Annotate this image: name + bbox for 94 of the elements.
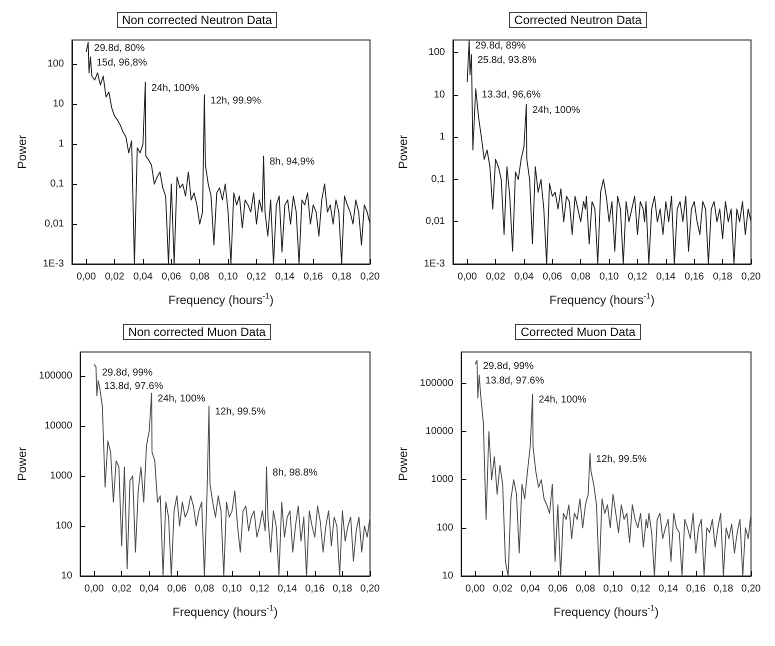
x-tick-label: 0,06 <box>548 584 568 594</box>
x-tick-label: 0,12 <box>630 584 651 594</box>
annotation: 24h, 100% <box>532 104 580 116</box>
x-tick-label: 0,20 <box>741 272 762 282</box>
x-tick-label: 0,00 <box>457 272 478 282</box>
chart-title: Non corrected Muon Data <box>128 325 266 339</box>
x-tick-label: 0,02 <box>112 584 132 594</box>
y-axis-title: Power <box>396 446 410 482</box>
y-axis-title: Power <box>15 446 29 482</box>
y-tick-label: 0,01 <box>426 216 446 228</box>
y-axis-title: Power <box>396 134 410 170</box>
x-tick-label: 0,06 <box>542 272 562 282</box>
annotation: 12h, 99.9% <box>210 95 262 106</box>
y-tick-label: 10 <box>61 570 73 582</box>
x-tick-label: 0,02 <box>104 272 125 282</box>
x-tick-label: 0,04 <box>133 272 154 282</box>
line-series <box>474 360 752 576</box>
y-tick-label: 1E-3 <box>424 258 446 270</box>
annotation: 15d, 96,8% <box>96 58 148 69</box>
y-tick-label: 1E-3 <box>42 258 64 270</box>
y-tick-label: 1 <box>439 132 446 143</box>
x-tick-label: 0,12 <box>246 272 267 282</box>
x-tick-label: 0,02 <box>486 272 506 282</box>
x-tick-label: 0,16 <box>305 584 325 594</box>
annotation: 13.3d, 96,6% <box>482 89 541 100</box>
x-tick-label: 0,10 <box>222 584 242 594</box>
y-tick-label: 100 <box>428 47 446 58</box>
x-tick-label: 0,14 <box>277 584 298 594</box>
annotation: 25.8d, 93.8% <box>477 55 536 66</box>
annotation: 12h, 99.5% <box>214 406 266 418</box>
x-tick-label: 0,20 <box>360 584 380 594</box>
x-tick-label: 0,14 <box>658 584 678 594</box>
x-tick-label: 0,00 <box>465 584 486 594</box>
y-tick-label: 1000 <box>50 470 73 482</box>
x-tick-label: 0,00 <box>76 272 96 282</box>
x-tick-label: 0,14 <box>656 272 676 282</box>
x-tick-label: 0,10 <box>599 272 620 282</box>
y-tick-label: 10000 <box>425 426 454 438</box>
y-tick-label: 10 <box>442 570 454 582</box>
y-tick-label: 10000 <box>44 420 73 432</box>
x-tick-label: 0,02 <box>492 584 513 594</box>
y-tick-label: 100 <box>47 58 64 70</box>
x-tick-label: 0,10 <box>603 584 624 594</box>
line-series <box>94 364 370 576</box>
annotation: 29.8d, 99% <box>482 360 534 372</box>
x-tick-label: 0,04 <box>520 584 540 594</box>
y-tick-label: 100000 <box>420 378 454 389</box>
x-tick-label: 0,20 <box>360 272 380 282</box>
x-tick-label: 0,08 <box>190 272 210 282</box>
x-tick-label: 0,14 <box>275 272 296 282</box>
annotation: 29.8d, 89% <box>475 40 526 52</box>
x-tick-label: 0,00 <box>84 584 104 594</box>
annotation: 29.8d, 99% <box>102 368 153 379</box>
y-tick-label: 0,1 <box>50 178 64 190</box>
y-tick-label: 0,01 <box>44 218 64 230</box>
x-tick-label: 0,08 <box>576 584 596 594</box>
chart-title: Corrected Neutron Data <box>514 13 642 27</box>
y-tick-label: 1000 <box>431 474 454 486</box>
x-tick-label: 0,18 <box>712 272 733 282</box>
chart-title: Corrected Muon Data <box>520 325 636 339</box>
y-tick-label: 10 <box>52 98 64 110</box>
x-tick-label: 0,04 <box>140 584 160 594</box>
y-tick-label: 100000 <box>38 370 73 382</box>
x-tick-label: 0,08 <box>194 584 215 594</box>
annotation: 8h, 94,9% <box>270 156 315 168</box>
x-tick-label: 0,18 <box>332 272 352 282</box>
x-tick-label: 0,04 <box>514 272 534 282</box>
annotation: 13.8d, 97.6% <box>104 381 164 392</box>
x-tick-label: 0,16 <box>684 272 704 282</box>
annotation: 8h, 98.8% <box>272 468 318 479</box>
x-tick-label: 0,16 <box>304 272 324 282</box>
x-tick-label: 0,16 <box>686 584 706 594</box>
y-tick-label: 0,1 <box>431 174 446 185</box>
annotation: 24h, 100% <box>538 394 587 406</box>
x-tick-label: 0,18 <box>332 584 353 594</box>
x-tick-label: 0,06 <box>162 272 182 282</box>
annotation: 29.8d, 80% <box>94 42 145 54</box>
annotation: 24h, 100% <box>158 394 206 405</box>
y-tick-label: 10 <box>434 89 446 100</box>
y-tick-label: 100 <box>436 522 454 534</box>
chart-title: Non corrected Neutron Data <box>122 13 272 27</box>
x-tick-label: 0,20 <box>741 584 762 594</box>
x-tick-label: 0,12 <box>250 584 270 594</box>
x-tick-label: 0,18 <box>714 584 734 594</box>
y-axis-title: Power <box>15 134 29 170</box>
x-tick-label: 0,10 <box>218 272 238 282</box>
y-tick-label: 100 <box>56 520 73 532</box>
annotation: 24h, 100% <box>151 82 200 94</box>
x-tick-label: 0,08 <box>570 272 591 282</box>
x-tick-label: 0,12 <box>628 272 648 282</box>
annotation: 13.8d, 97.6% <box>485 375 544 386</box>
x-tick-label: 0,06 <box>167 584 188 594</box>
y-tick-label: 1 <box>58 138 64 150</box>
annotation: 12h, 99.5% <box>596 454 647 466</box>
